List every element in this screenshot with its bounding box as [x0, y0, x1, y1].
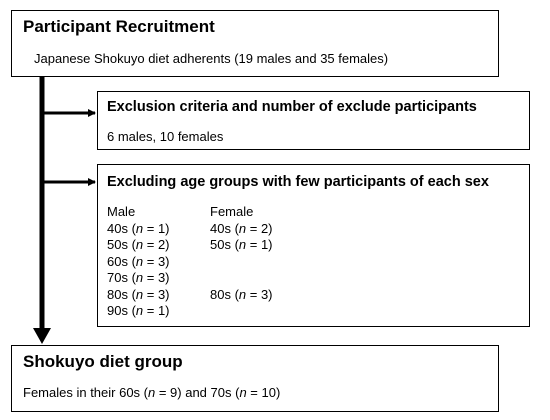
final-group-box: Shokuyo diet group Females in their 60s …: [11, 345, 499, 412]
female-count: = 1): [246, 237, 273, 252]
male-count: = 3): [143, 253, 170, 269]
female-n-symbol: n: [238, 220, 247, 236]
female-n-symbol: n: [238, 237, 247, 252]
male-age-label: 60s (: [107, 253, 136, 269]
male-age-row: 50s (n = 2): [107, 237, 170, 254]
male-count: = 1): [143, 303, 170, 318]
female-age-label: 40s (: [210, 220, 239, 236]
female-count: = 2): [246, 220, 273, 236]
male-age-label: 70s (: [107, 270, 136, 285]
male-n-symbol: n: [135, 253, 144, 269]
final-group-n-symbol-1: n: [148, 385, 156, 400]
final-group-text-part-1: Females in their 60s (: [23, 385, 148, 400]
male-count: = 3): [143, 286, 170, 302]
male-column: Male 40s (n = 1) 50s (n = 2) 60s (n = 3) 70…: [107, 204, 170, 320]
female-age-row: [210, 270, 273, 287]
female-column: Female 40s (n = 2) 50s (n = 1) 80s (n = 3): [210, 204, 273, 320]
male-age-row: 60s (n = 3): [107, 254, 170, 271]
female-age-row: [210, 303, 273, 320]
male-age-label: 90s (: [107, 303, 136, 318]
female-count: = 3): [246, 286, 273, 302]
exclusion-title: Exclusion criteria and number of exclude…: [107, 99, 477, 115]
male-n-symbol: n: [135, 303, 144, 318]
female-age-label: 80s (: [210, 286, 239, 302]
male-age-row: 70s (n = 3): [107, 270, 170, 287]
recruitment-title: Participant Recruitment: [23, 17, 215, 36]
exclusion-box: Exclusion criteria and number of exclude…: [97, 91, 530, 150]
female-age-row: 80s (n = 3): [210, 287, 273, 304]
male-n-symbol: n: [135, 286, 144, 302]
male-count: = 1): [143, 220, 170, 236]
male-age-label: 40s (: [107, 220, 136, 236]
final-group-text: Females in their 60s (n = 9) and 70s (n …: [23, 385, 280, 400]
age-groups-title: Excluding age groups with few participan…: [107, 174, 489, 190]
female-age-row: 40s (n = 2): [210, 221, 273, 238]
male-count: = 2): [143, 237, 170, 252]
male-age-row: 40s (n = 1): [107, 221, 170, 238]
female-age-label: 50s (: [210, 237, 239, 252]
male-header: Male: [107, 204, 136, 219]
final-group-title: Shokuyo diet group: [23, 352, 183, 371]
main-flow-arrowhead: [33, 328, 51, 344]
male-count: = 3): [143, 270, 170, 285]
final-group-n-symbol-2: n: [239, 385, 247, 400]
final-group-text-part-2: = 9) and 70s (: [155, 385, 240, 400]
male-n-symbol: n: [135, 220, 144, 236]
female-header: Female: [210, 204, 254, 219]
age-groups-box: Excluding age groups with few participan…: [97, 164, 530, 327]
male-rows: 40s (n = 1) 50s (n = 2) 60s (n = 3) 70s (n …: [107, 221, 170, 320]
male-n-symbol: n: [135, 237, 144, 252]
female-n-symbol: n: [238, 286, 247, 302]
final-group-text-part-3: = 10): [246, 385, 281, 400]
male-age-label: 50s (: [107, 237, 136, 252]
recruitment-box: Participant Recruitment Japanese Shokuyo…: [11, 10, 499, 77]
female-age-row: [210, 254, 273, 271]
female-rows: 40s (n = 2) 50s (n = 1) 80s (n = 3): [210, 221, 273, 320]
recruitment-text: Japanese Shokuyo diet adherents (19 male…: [34, 51, 389, 66]
female-age-row: 50s (n = 1): [210, 237, 273, 254]
male-age-row: 80s (n = 3): [107, 287, 170, 304]
exclusion-text: 6 males, 10 females: [107, 129, 224, 144]
male-age-row: 90s (n = 1): [107, 303, 170, 320]
male-age-label: 80s (: [107, 286, 136, 302]
male-n-symbol: n: [135, 270, 144, 285]
